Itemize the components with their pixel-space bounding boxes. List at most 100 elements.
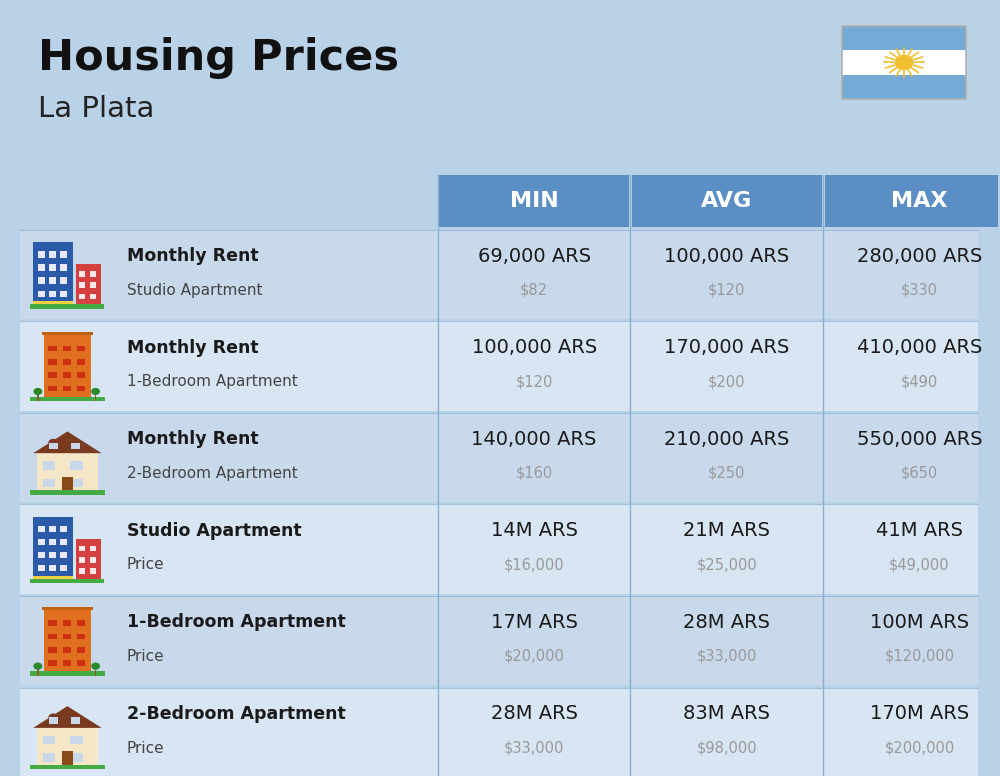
Text: 2-Bedroom Apartment: 2-Bedroom Apartment <box>127 466 298 481</box>
Text: 170,000 ARS: 170,000 ARS <box>664 338 790 357</box>
FancyBboxPatch shape <box>20 688 978 776</box>
Text: 280,000 ARS: 280,000 ARS <box>857 247 982 265</box>
FancyBboxPatch shape <box>43 736 55 744</box>
FancyBboxPatch shape <box>60 553 67 559</box>
FancyBboxPatch shape <box>76 539 101 579</box>
FancyBboxPatch shape <box>48 620 57 626</box>
FancyBboxPatch shape <box>63 634 71 639</box>
FancyBboxPatch shape <box>77 345 85 352</box>
FancyBboxPatch shape <box>95 668 96 676</box>
Text: 1-Bedroom Apartment: 1-Bedroom Apartment <box>127 374 298 390</box>
FancyBboxPatch shape <box>33 242 73 304</box>
Text: La Plata: La Plata <box>38 95 154 123</box>
FancyBboxPatch shape <box>48 359 57 365</box>
FancyBboxPatch shape <box>71 443 80 449</box>
Text: Studio Apartment: Studio Apartment <box>127 521 301 540</box>
FancyBboxPatch shape <box>842 26 966 50</box>
Text: $82: $82 <box>520 282 548 298</box>
FancyBboxPatch shape <box>842 50 966 75</box>
FancyBboxPatch shape <box>79 568 85 574</box>
FancyBboxPatch shape <box>30 579 104 584</box>
Text: $160: $160 <box>516 466 553 481</box>
Text: $250: $250 <box>708 466 746 481</box>
Polygon shape <box>33 706 102 728</box>
FancyBboxPatch shape <box>48 660 57 666</box>
FancyBboxPatch shape <box>60 526 67 532</box>
Text: $200: $200 <box>708 374 746 390</box>
FancyBboxPatch shape <box>77 647 85 653</box>
FancyBboxPatch shape <box>37 728 98 765</box>
FancyBboxPatch shape <box>70 753 83 762</box>
FancyBboxPatch shape <box>30 490 105 495</box>
FancyBboxPatch shape <box>79 546 85 552</box>
Text: 100,000 ARS: 100,000 ARS <box>472 338 597 357</box>
Text: $490: $490 <box>901 374 938 390</box>
FancyBboxPatch shape <box>77 372 85 378</box>
FancyBboxPatch shape <box>20 321 978 411</box>
FancyBboxPatch shape <box>90 282 96 288</box>
FancyBboxPatch shape <box>90 546 96 552</box>
Text: $120: $120 <box>708 282 746 298</box>
Text: $200,000: $200,000 <box>884 740 955 756</box>
FancyBboxPatch shape <box>77 634 85 639</box>
Text: 14M ARS: 14M ARS <box>491 521 578 540</box>
FancyBboxPatch shape <box>71 718 80 724</box>
Text: Price: Price <box>127 740 164 756</box>
Circle shape <box>71 714 80 721</box>
FancyBboxPatch shape <box>37 453 98 490</box>
Text: 69,000 ARS: 69,000 ARS <box>478 247 591 265</box>
Text: $330: $330 <box>901 282 938 298</box>
Text: Housing Prices: Housing Prices <box>38 37 399 79</box>
FancyBboxPatch shape <box>38 553 45 559</box>
Circle shape <box>49 714 58 721</box>
FancyBboxPatch shape <box>49 443 58 449</box>
Text: 2-Bedroom Apartment: 2-Bedroom Apartment <box>127 705 346 723</box>
FancyBboxPatch shape <box>33 517 73 579</box>
Text: 210,000 ARS: 210,000 ARS <box>664 430 790 449</box>
Text: Monthly Rent: Monthly Rent <box>127 338 258 357</box>
Text: 83M ARS: 83M ARS <box>683 705 770 723</box>
FancyBboxPatch shape <box>30 304 104 309</box>
FancyBboxPatch shape <box>90 293 96 300</box>
FancyBboxPatch shape <box>60 565 67 571</box>
Text: 28M ARS: 28M ARS <box>683 613 770 632</box>
FancyBboxPatch shape <box>38 265 45 271</box>
FancyBboxPatch shape <box>63 345 71 352</box>
FancyBboxPatch shape <box>70 736 83 744</box>
FancyBboxPatch shape <box>49 553 56 559</box>
FancyBboxPatch shape <box>63 647 71 653</box>
FancyBboxPatch shape <box>43 461 55 469</box>
FancyBboxPatch shape <box>30 671 105 676</box>
FancyBboxPatch shape <box>49 565 56 571</box>
FancyBboxPatch shape <box>30 397 105 401</box>
FancyBboxPatch shape <box>71 443 80 449</box>
FancyBboxPatch shape <box>20 413 978 502</box>
Polygon shape <box>33 431 102 453</box>
FancyBboxPatch shape <box>63 372 71 378</box>
FancyBboxPatch shape <box>63 620 71 626</box>
FancyBboxPatch shape <box>49 290 56 296</box>
FancyBboxPatch shape <box>49 539 56 546</box>
FancyBboxPatch shape <box>20 504 978 594</box>
FancyBboxPatch shape <box>62 751 73 765</box>
FancyBboxPatch shape <box>63 660 71 666</box>
Text: 410,000 ARS: 410,000 ARS <box>857 338 982 357</box>
FancyBboxPatch shape <box>90 568 96 574</box>
Text: Price: Price <box>127 649 164 664</box>
FancyBboxPatch shape <box>63 386 71 391</box>
FancyBboxPatch shape <box>49 265 56 271</box>
Text: 170M ARS: 170M ARS <box>870 705 969 723</box>
FancyBboxPatch shape <box>38 290 45 296</box>
Circle shape <box>895 55 913 70</box>
FancyBboxPatch shape <box>632 175 822 227</box>
FancyBboxPatch shape <box>70 479 83 487</box>
Text: Price: Price <box>127 557 164 573</box>
Text: $20,000: $20,000 <box>504 649 565 664</box>
FancyBboxPatch shape <box>825 175 1000 227</box>
FancyBboxPatch shape <box>37 393 39 401</box>
Text: Monthly Rent: Monthly Rent <box>127 247 258 265</box>
FancyBboxPatch shape <box>48 647 57 653</box>
FancyBboxPatch shape <box>38 526 45 532</box>
Circle shape <box>92 663 99 669</box>
FancyBboxPatch shape <box>71 718 80 724</box>
